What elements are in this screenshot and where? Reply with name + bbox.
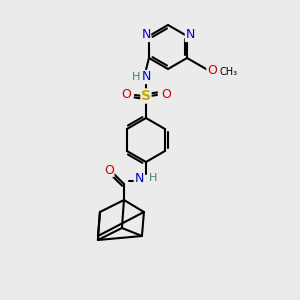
Text: O: O	[161, 88, 171, 101]
Text: H: H	[149, 173, 157, 183]
Text: N: N	[185, 28, 195, 41]
Text: N: N	[134, 172, 144, 184]
Text: CH₃: CH₃	[220, 67, 238, 77]
Text: O: O	[121, 88, 131, 101]
Text: N: N	[141, 70, 151, 83]
Text: N: N	[141, 28, 151, 41]
Text: O: O	[104, 164, 114, 176]
Text: H: H	[132, 72, 140, 82]
Text: O: O	[207, 64, 217, 76]
Text: S: S	[141, 89, 151, 103]
